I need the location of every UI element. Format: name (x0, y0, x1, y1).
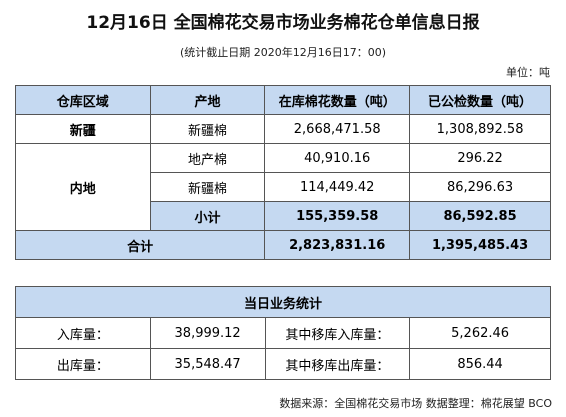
total-row: 合计 2,823,831.16 1,395,485.43 (14, 230, 551, 260)
value: 5,262.46 (409, 317, 551, 349)
title: 12月16日 全国棉花交易市场业务棉花仓单信息日报 (86, 13, 480, 33)
header-cell: 在库棉花数量（吨） (264, 85, 411, 115)
stats-table: 当日业务统计 入库量： 38,999.12 其中移库入库量： 5,262.46 … (15, 286, 551, 380)
value: 856.44 (409, 348, 551, 380)
warehouse-table: 仓库区域 产地 在库棉花数量（吨） 已公检数量（吨） 新疆 新疆棉 2,668,… (14, 85, 551, 260)
subtotal-label: 小计 (149, 201, 266, 231)
row: 入库量： 38,999.12 其中移库入库量： 5,262.46 (15, 317, 551, 349)
row: 内地 地产棉 40,910.16 296.22 (15, 143, 551, 231)
footer: 数据来源：全国棉花交易市场 数据整理：棉花展望 BCO (279, 397, 552, 410)
header-cell: 仓库区域 (15, 85, 151, 115)
header-cell: 产地 (149, 85, 266, 115)
row: 新疆棉 114,449.42 86,296.63 (16, 172, 551, 202)
subtitle: (统计截止日期 2020年12月16日17：00) (179, 46, 387, 59)
inspected: 86,592.85 (409, 201, 551, 231)
label: 其中移库出库量： (264, 348, 411, 380)
header-cell: 已公检数量（吨） (409, 85, 551, 115)
inspected: 296.22 (409, 143, 551, 173)
origin: 新疆棉 (149, 114, 266, 144)
origin: 地产棉 (149, 143, 266, 173)
unit: 单位：吨 (506, 66, 550, 79)
row: 新疆 新疆棉 2,668,471.58 1,308,892.58 (15, 114, 551, 144)
value: 38,999.12 (149, 317, 266, 349)
region: 内地 (15, 143, 151, 231)
stats-header: 当日业务统计 (15, 286, 551, 318)
stock: 40,910.16 (264, 143, 411, 173)
header-row: 仓库区域 产地 在库棉花数量（吨） 已公检数量（吨） (15, 85, 551, 115)
label: 出库量： (15, 348, 151, 380)
stock: 2,668,471.58 (264, 114, 411, 144)
stock: 2,823,831.16 (264, 230, 411, 260)
label: 其中移库入库量： (264, 317, 411, 349)
stock: 155,359.58 (264, 201, 411, 231)
region: 新疆 (15, 114, 151, 144)
total-label: 合计 (14, 230, 266, 260)
inspected: 1,395,485.43 (409, 230, 551, 260)
value: 35,548.47 (149, 348, 266, 380)
inspected: 1,308,892.58 (409, 114, 551, 144)
inspected: 86,296.63 (409, 172, 551, 202)
row: 出库量： 35,548.47 其中移库出库量： 856.44 (15, 348, 551, 380)
origin: 新疆棉 (149, 172, 266, 202)
stats-title: 当日业务统计 (15, 286, 551, 318)
stock: 114,449.42 (264, 172, 411, 202)
label: 入库量： (15, 317, 151, 349)
